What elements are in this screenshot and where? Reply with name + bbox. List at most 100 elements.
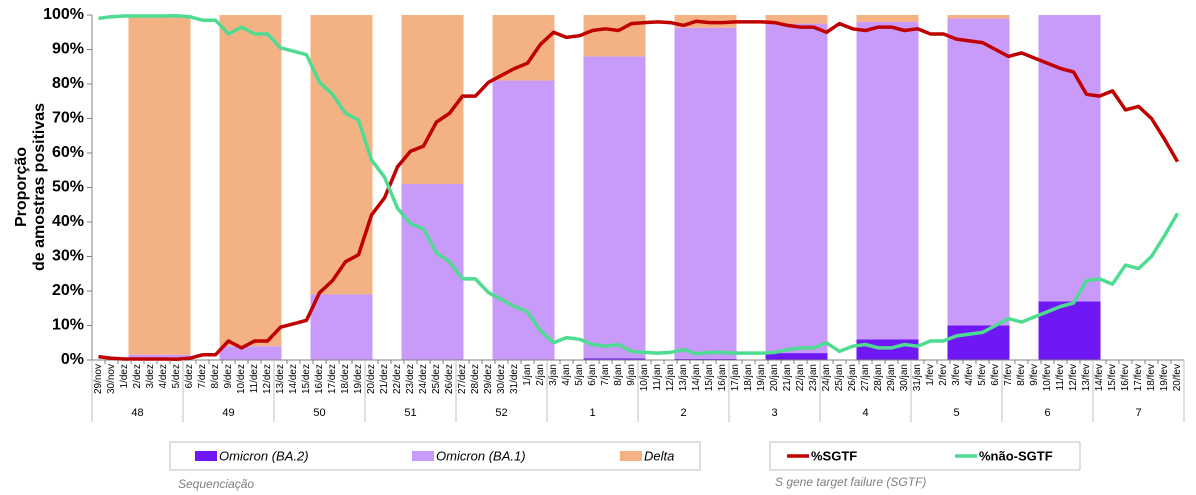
bar-segment bbox=[583, 15, 646, 57]
x-tick-label: 7/fev bbox=[1003, 364, 1014, 386]
x-tick-label: 22/jan bbox=[795, 364, 806, 391]
x-tick-label: 9/dez bbox=[223, 364, 234, 388]
x-tick-label: 9/jan bbox=[626, 364, 637, 386]
week-label: 4 bbox=[862, 407, 868, 419]
x-tick-label: 16/jan bbox=[717, 364, 728, 391]
bar-segment bbox=[310, 15, 373, 295]
legend-caption: S gene target failure (SGTF) bbox=[775, 475, 926, 489]
x-tick-label: 30/dez bbox=[496, 364, 507, 394]
x-tick-label: 26/jan bbox=[847, 364, 858, 391]
x-tick-label: 31/dez bbox=[509, 364, 520, 394]
y-tick-label: 100% bbox=[43, 6, 84, 23]
x-tick-label: 30/nov bbox=[106, 364, 117, 394]
bar-segment bbox=[1038, 15, 1101, 302]
x-tick-label: 26/dez bbox=[444, 364, 455, 394]
x-tick-label: 12/jan bbox=[665, 364, 676, 391]
x-tick-label: 24/dez bbox=[418, 364, 429, 394]
week-label: 5 bbox=[953, 407, 959, 419]
x-tick-label: 27/dez bbox=[457, 364, 468, 394]
bar-segment bbox=[401, 184, 464, 360]
week-label: 51 bbox=[404, 407, 416, 419]
x-tick-label: 6/fev bbox=[990, 364, 1001, 386]
x-tick-label: 10/jan bbox=[639, 364, 650, 391]
x-tick-label: 15/jan bbox=[704, 364, 715, 391]
bar-segment bbox=[765, 353, 828, 360]
bar-segment bbox=[583, 56, 646, 359]
legend-label: Omicron (BA.2) bbox=[219, 448, 309, 463]
bar-segment bbox=[219, 15, 282, 347]
bar-segment bbox=[310, 294, 373, 360]
x-tick-label: 10/dez bbox=[236, 364, 247, 394]
x-tick-label: 6/dez bbox=[184, 364, 195, 388]
x-tick-label: 17/fev bbox=[1133, 364, 1144, 391]
week-label: 50 bbox=[313, 407, 325, 419]
x-tick-label: 29/dez bbox=[483, 364, 494, 394]
x-tick-label: 5/jan bbox=[574, 364, 585, 386]
week-label: 1 bbox=[589, 407, 595, 419]
x-tick-label: 1/jan bbox=[522, 364, 533, 386]
x-tick-label: 3/dez bbox=[145, 364, 156, 388]
x-tick-label: 7/dez bbox=[197, 364, 208, 388]
x-tick-label: 19/fev bbox=[1159, 364, 1170, 391]
x-tick-label: 19/jan bbox=[756, 364, 767, 391]
bar-segment bbox=[674, 358, 737, 360]
x-tick-label: 14/jan bbox=[691, 364, 702, 391]
x-tick-label: 1/dez bbox=[119, 364, 130, 388]
x-tick-label: 25/dez bbox=[431, 364, 442, 394]
x-tick-label: 10/fev bbox=[1042, 364, 1053, 391]
x-tick-label: 16/fev bbox=[1120, 364, 1131, 391]
x-tick-label: 5/dez bbox=[171, 364, 182, 388]
y-tick-label: 50% bbox=[52, 179, 84, 196]
x-tick-label: 15/dez bbox=[301, 364, 312, 394]
legend-label: Omicron (BA.1) bbox=[436, 448, 526, 463]
y-tick-label: 80% bbox=[52, 75, 84, 92]
x-tick-label: 8/jan bbox=[613, 364, 624, 386]
week-label: 6 bbox=[1044, 407, 1050, 419]
bar-segment bbox=[492, 15, 555, 81]
legend-label: Delta bbox=[644, 448, 674, 463]
x-tick-label: 27/jan bbox=[860, 364, 871, 391]
x-tick-label: 18/jan bbox=[743, 364, 754, 391]
x-tick-label: 12/dez bbox=[262, 364, 273, 394]
x-tick-label: 25/jan bbox=[834, 364, 845, 391]
x-tick-label: 30/jan bbox=[899, 364, 910, 391]
x-tick-label: 13/jan bbox=[678, 364, 689, 391]
x-tick-label: 15/fev bbox=[1107, 364, 1118, 391]
line-series bbox=[98, 19, 1180, 362]
x-tick-label: 11/dez bbox=[249, 364, 260, 393]
bar-segment bbox=[856, 21, 919, 340]
week-label: 48 bbox=[131, 407, 143, 419]
legend-caption: Sequenciação bbox=[178, 477, 254, 491]
x-tick-label: 31/jan bbox=[912, 364, 923, 391]
x-tick-label: 13/fev bbox=[1081, 364, 1092, 391]
x-tick-label: 8/dez bbox=[210, 364, 221, 388]
x-tick-label: 23/dez bbox=[405, 364, 416, 394]
x-tick-label: 9/fev bbox=[1029, 364, 1040, 386]
y-axis-title-line: Proporção bbox=[13, 147, 30, 227]
x-tick-label: 13/dez bbox=[275, 364, 286, 394]
y-tick-label: 20% bbox=[52, 282, 84, 299]
legend-swatch bbox=[195, 451, 217, 461]
week-label: 7 bbox=[1135, 407, 1141, 419]
x-tick-label: 2/fev bbox=[938, 364, 949, 386]
week-label: 49 bbox=[222, 407, 234, 419]
x-tick-label: 5/fev bbox=[977, 364, 988, 386]
bar-segment bbox=[947, 18, 1010, 326]
line-series bbox=[98, 13, 1180, 356]
x-tick-label: 17/dez bbox=[327, 364, 338, 394]
bar-segment bbox=[492, 80, 555, 361]
x-tick-label: 3/fev bbox=[951, 364, 962, 386]
x-tick-label: 20/jan bbox=[769, 364, 780, 391]
x-tick-label: 1/fev bbox=[925, 364, 936, 386]
x-tick-label: 29/nov bbox=[93, 364, 104, 394]
x-tick-label: 8/fev bbox=[1016, 364, 1027, 386]
x-tick-label: 11/fev bbox=[1055, 364, 1066, 391]
week-label: 2 bbox=[680, 407, 686, 419]
x-tick-label: 22/dez bbox=[392, 364, 403, 394]
x-tick-label: 2/dez bbox=[132, 364, 143, 388]
x-tick-label: 21/jan bbox=[782, 364, 793, 391]
legend-label: %não-SGTF bbox=[979, 448, 1053, 463]
week-label: 52 bbox=[495, 407, 507, 419]
y-tick-label: 30% bbox=[52, 248, 84, 265]
x-tick-label: 20/fev bbox=[1172, 364, 1183, 391]
